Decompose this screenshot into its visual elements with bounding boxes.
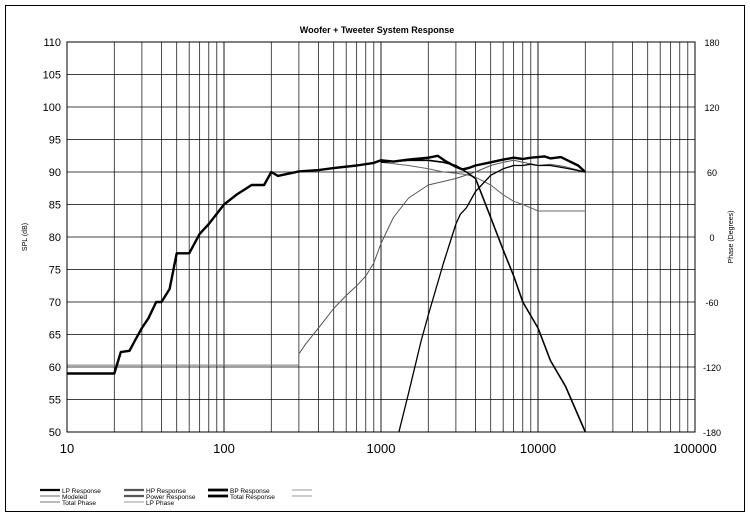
y-tick-label: 105 [43, 70, 61, 82]
x-tick-label: 100000 [673, 441, 716, 456]
y2-tick-label: 120 [704, 103, 719, 113]
y2-tick-labels: 180 120 60 0 -60 -120 -180 [703, 38, 721, 438]
series-line-hp-response [398, 163, 586, 432]
y2-axis-label: Phase (Degrees) [728, 211, 735, 264]
y-tick-label: 100 [43, 102, 61, 114]
x-tick-label: 10 [60, 441, 74, 456]
y-tick-label: 50 [49, 427, 61, 439]
y-tick-label: 85 [49, 200, 61, 212]
y2-tick-label: -120 [703, 363, 721, 373]
x-tick-label: 10000 [520, 441, 556, 456]
series-line-total-phase [298, 159, 586, 355]
legend-label: LP Response [62, 488, 101, 495]
plot-border [66, 41, 696, 433]
series-line-total-response [67, 154, 587, 375]
legend-label: HP Response [146, 488, 186, 495]
y-tick-label: 75 [49, 265, 61, 277]
chart-svg: Woofer + Tweeter System Response 10 100 10… [22, 25, 735, 507]
legend-label: Total Phase [62, 500, 96, 507]
series-line-lp-response [380, 159, 587, 432]
y-axis-label: SPL (dB) [22, 223, 29, 251]
chart-frame: Woofer + Tweeter System Response 10 100 10… [5, 5, 745, 512]
y-tick-labels: 110 105 100 95 90 85 80 75 70 65 60 55 50 [43, 37, 61, 439]
x-tick-label: 100 [213, 441, 235, 456]
y2-tick-label: 180 [704, 38, 719, 48]
chart-title: Woofer + Tweeter System Response [300, 25, 454, 35]
grid [66, 41, 695, 433]
y2-tick-label: -60 [705, 298, 718, 308]
legend-label: Modeled [62, 494, 87, 501]
y-tick-label: 90 [49, 167, 61, 179]
legend: LP Response HP Response BP Response Modeled… [40, 488, 312, 507]
legend-label: Total Response [230, 494, 275, 501]
legend-label: Power Response [146, 494, 196, 501]
y-tick-label: 70 [49, 297, 61, 309]
y2-tick-label: 0 [709, 233, 714, 243]
x-tick-labels: 10 100 1000 10000 100000 [60, 441, 717, 456]
legend-label: LP Phase [146, 500, 174, 507]
series-line-power-response [380, 161, 586, 212]
x-tick-label: 1000 [367, 441, 396, 456]
y2-tick-label: 60 [707, 168, 717, 178]
series-layer [67, 154, 587, 432]
y-tick-label: 60 [49, 362, 61, 374]
y-tick-label: 55 [49, 395, 61, 407]
y2-tick-label: -180 [703, 428, 721, 438]
y-tick-label: 95 [49, 135, 61, 147]
legend-label: BP Response [230, 488, 270, 495]
y-tick-label: 65 [49, 330, 61, 342]
y-tick-label: 80 [49, 232, 61, 244]
y-tick-label: 110 [43, 37, 61, 49]
